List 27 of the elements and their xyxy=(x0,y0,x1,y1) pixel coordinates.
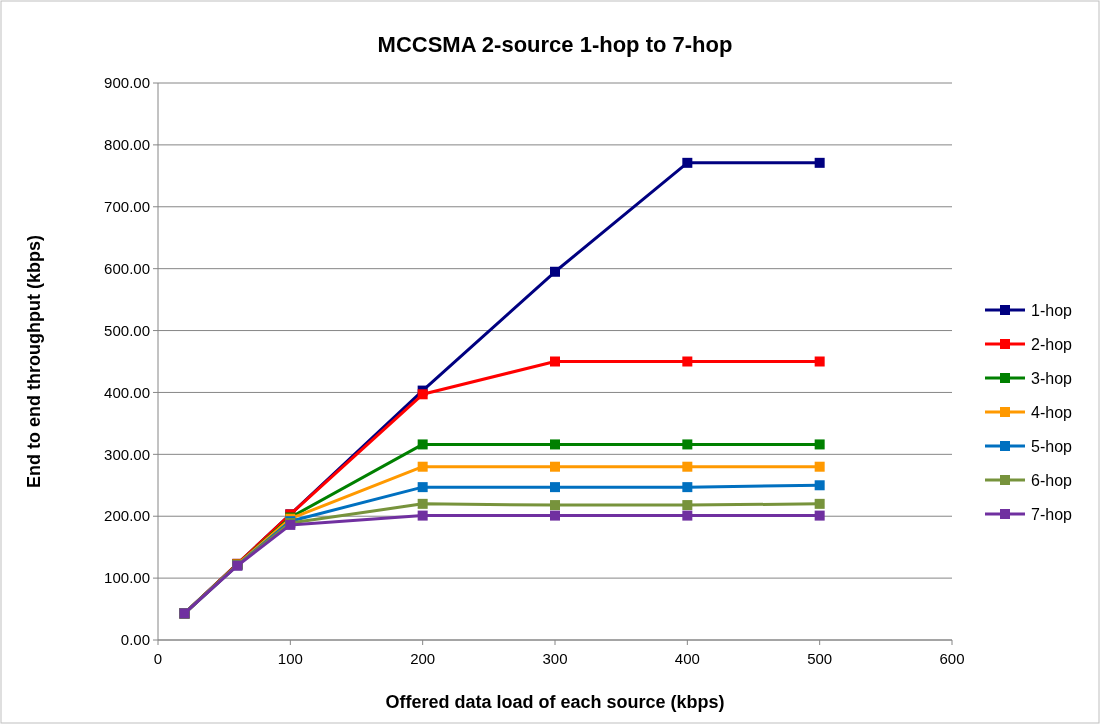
legend-label: 1-hop xyxy=(1031,301,1073,319)
y-tick-label: 700.00 xyxy=(104,198,150,216)
chart-title: MCCSMA 2-source 1-hop to 7-hop xyxy=(377,32,733,57)
y-tick-label: 800.00 xyxy=(104,136,150,154)
legend-label: 7-hop xyxy=(1031,505,1073,523)
x-tick-label: 0 xyxy=(153,650,163,667)
x-tick-label: 100 xyxy=(277,650,303,667)
legend-label: 3-hop xyxy=(1031,369,1073,387)
y-tick-label: 500.00 xyxy=(104,321,150,339)
y-tick-label: 0.00 xyxy=(120,631,150,649)
legend-label: 4-hop xyxy=(1031,403,1073,421)
legend-label: 2-hop xyxy=(1031,335,1073,353)
y-tick-label: 400.00 xyxy=(104,383,150,401)
legend-label: 6-hop xyxy=(1031,471,1073,489)
x-tick-label: 200 xyxy=(410,650,436,667)
x-tick-label: 500 xyxy=(807,650,833,667)
y-tick-label: 100.00 xyxy=(104,569,150,587)
y-tick-label: 200.00 xyxy=(104,507,150,525)
y-axis-title: End to end throughput (kbps) xyxy=(24,235,44,488)
x-tick-label: 400 xyxy=(674,650,700,667)
y-tick-label: 900.00 xyxy=(104,74,150,92)
x-tick-label: 300 xyxy=(542,650,568,667)
y-tick-label: 600.00 xyxy=(104,259,150,277)
y-tick-label: 300.00 xyxy=(104,445,150,463)
x-tick-label: 600 xyxy=(939,650,965,667)
x-axis-title: Offered data load of each source (kbps) xyxy=(385,692,725,712)
legend-label: 5-hop xyxy=(1031,437,1073,455)
